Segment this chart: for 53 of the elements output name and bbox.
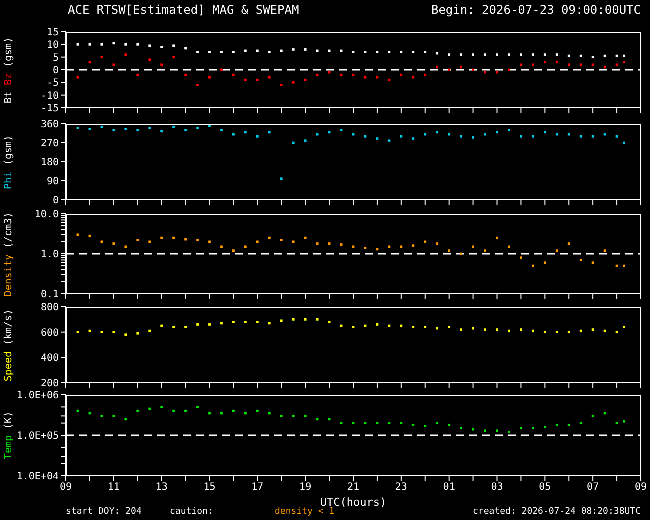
text: created: 2026-07-24 08:20:38UTC [473, 507, 641, 517]
chart-title: ACE RTSW[Estimated] MAG & SWEPAM [68, 3, 300, 17]
text: Speed [4, 351, 15, 382]
y-tick-label: 600 [40, 328, 59, 339]
x-tick-label: 09 [634, 482, 648, 494]
y-tick-label: -5 [46, 78, 59, 90]
y-tick-label: 800 [40, 302, 59, 314]
y-tick-label: 10.0 [34, 210, 59, 221]
y-tick-label: 0 [52, 196, 59, 207]
x-tick-label: 09 [60, 482, 72, 494]
y-tick-label: 200 [40, 378, 59, 390]
text: Density [4, 254, 14, 296]
y-tick-label: -10 [40, 90, 59, 102]
y-tick-label: 360 [40, 120, 59, 131]
x-tick-label: 21 [347, 482, 360, 494]
x-tick-label: 07 [587, 482, 600, 494]
y-axis-title: (km/s) [4, 308, 15, 346]
x-tick-label: 19 [300, 482, 312, 494]
y-tick-label: 0 [52, 66, 59, 77]
text: Phi [4, 171, 15, 190]
y-tick-label: 5 [52, 52, 59, 64]
y-axis-title: (gsm) [4, 36, 15, 68]
x-tick-label: 13 [156, 482, 168, 494]
text: caution: [170, 507, 214, 517]
chart-subtitle: Begin: 2026-07-23 09:00:00UTC [431, 3, 641, 17]
y-tick-label: 400 [40, 353, 59, 364]
x-tick-label: 17 [252, 482, 264, 494]
y-tick-label: 15 [46, 28, 59, 39]
y-tick-label: 1.0E+06 [16, 390, 59, 402]
x-tick-label: 03 [491, 482, 504, 494]
y-tick-label: -15 [40, 104, 59, 115]
x-tick-label: 15 [204, 482, 216, 494]
text: Temp [4, 435, 14, 460]
y-tick-label: 180 [40, 158, 59, 169]
x-tick-label: 05 [539, 482, 552, 494]
y-tick-label: 270 [40, 138, 59, 150]
x-axis-title: UTC(hours) [320, 496, 387, 509]
y-tick-label: 90 [46, 176, 59, 188]
text: start DOY: 204 [66, 507, 142, 517]
x-tick-label: 23 [395, 482, 408, 494]
y-tick-label: 1.0 [40, 250, 59, 261]
y-axis-title: (/cm3) [4, 212, 14, 248]
y-tick-label: 0.1 [40, 290, 59, 301]
x-tick-label: 11 [108, 482, 120, 494]
y-tick-label: 1.0E+04 [16, 472, 59, 483]
y-axis-title: (K) [4, 411, 14, 430]
x-tick-label: 01 [443, 482, 456, 494]
text: Bz [4, 73, 15, 86]
text: density < 1 [275, 507, 335, 517]
text: Bt [4, 91, 15, 104]
y-tick-label: 1.0E+05 [16, 431, 59, 442]
y-axis-title: (gsm) [4, 134, 15, 166]
y-tick-label: 10 [46, 40, 59, 52]
